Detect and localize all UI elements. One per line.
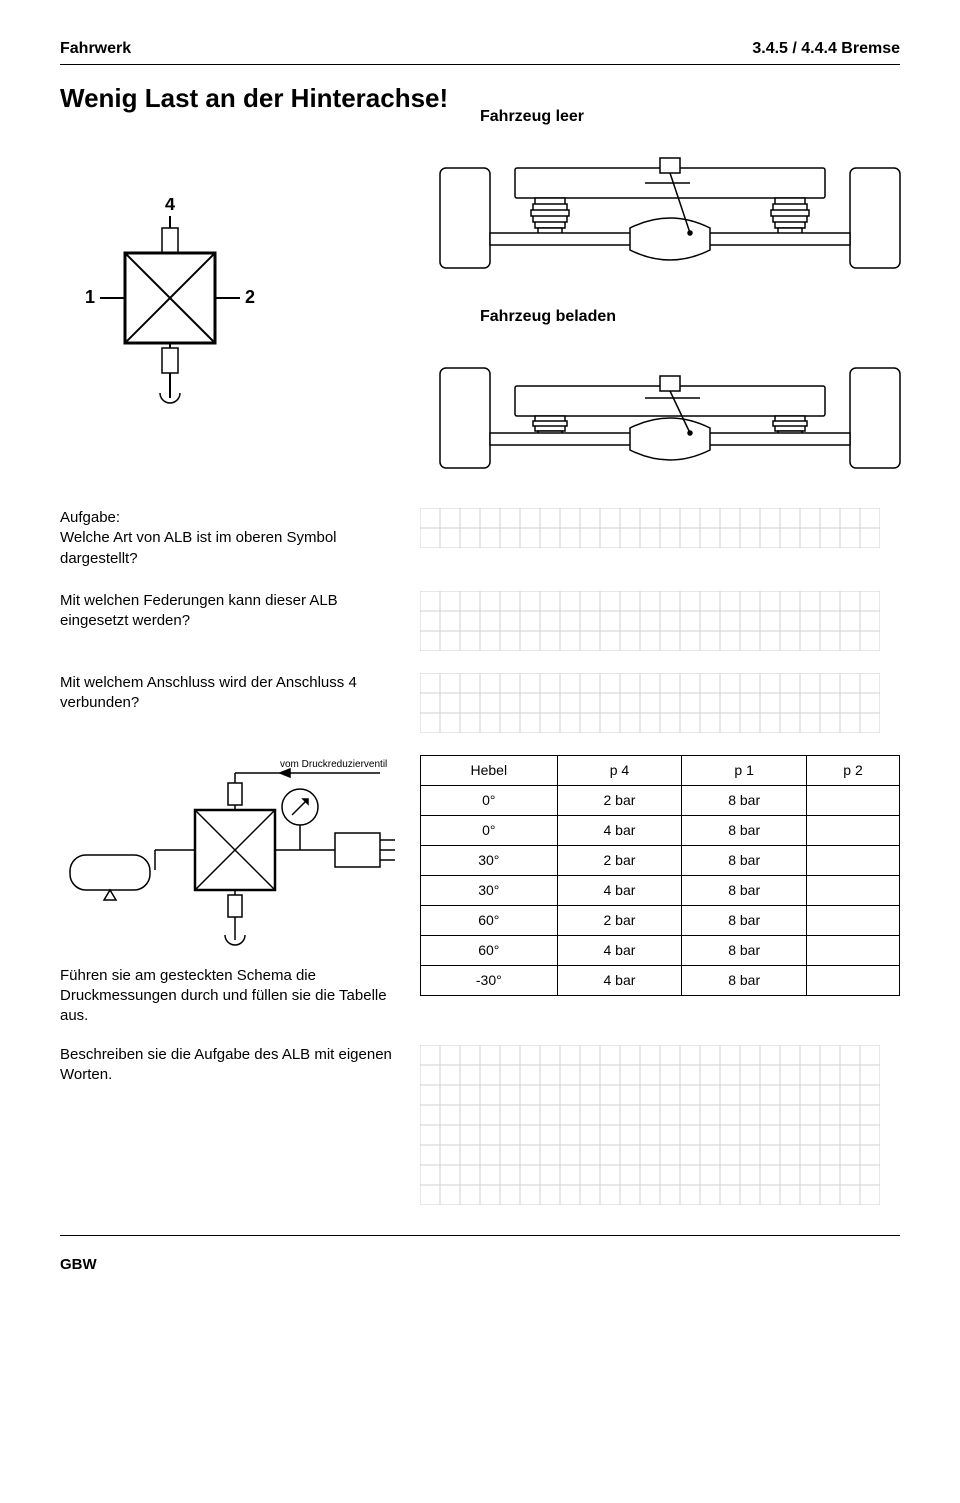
table-cell: 30° <box>421 875 558 905</box>
table-cell: 8 bar <box>682 905 807 935</box>
table-cell: -30° <box>421 965 558 995</box>
table-row: 30°4 bar8 bar <box>421 875 900 905</box>
question-2: Mit welchen Federungen kann dieser ALB e… <box>60 591 420 632</box>
question-1: Welche Art von ALB ist im oberen Symbol … <box>60 528 400 569</box>
header-left: Fahrwerk <box>60 40 131 58</box>
table-cell <box>807 785 900 815</box>
table-cell: 4 bar <box>557 875 682 905</box>
table-cell: 8 bar <box>682 965 807 995</box>
table-cell: 8 bar <box>682 785 807 815</box>
table-header: p 1 <box>682 755 807 785</box>
valve-label-left: 1 <box>85 287 95 307</box>
table-cell <box>807 935 900 965</box>
measurement-table: Hebelp 4p 1p 2 0°2 bar8 bar0°4 bar8 bar3… <box>420 755 900 996</box>
valve-symbol: 4 1 2 <box>70 198 270 418</box>
table-row: 30°2 bar8 bar <box>421 845 900 875</box>
table-cell: 60° <box>421 935 558 965</box>
answer-grid-2 <box>420 591 900 651</box>
header-right: 3.4.5 / 4.4.4 Bremse <box>752 40 900 58</box>
table-cell: 8 bar <box>682 815 807 845</box>
footer-text: GBW <box>60 1256 900 1273</box>
table-cell <box>807 905 900 935</box>
axle-empty-diagram <box>430 138 910 298</box>
table-row: 60°4 bar8 bar <box>421 935 900 965</box>
table-header: p 2 <box>807 755 900 785</box>
answer-grid-3 <box>420 673 900 733</box>
schema-diagram: vom Druckreduzierventil <box>60 755 400 955</box>
table-header: Hebel <box>421 755 558 785</box>
table-cell: 8 bar <box>682 935 807 965</box>
table-header: p 4 <box>557 755 682 785</box>
question-4: Führen sie am gesteckten Schema die Druc… <box>60 966 400 1027</box>
top-diagram-section: Fahrzeug leer Fahrzeug beladen 4 1 2 <box>60 138 900 498</box>
table-row: 0°4 bar8 bar <box>421 815 900 845</box>
table-cell: 0° <box>421 815 558 845</box>
header-rule <box>60 64 900 65</box>
table-cell: 0° <box>421 785 558 815</box>
answer-grid-1 <box>420 508 900 548</box>
table-cell <box>807 845 900 875</box>
label-fahrzeug-leer: Fahrzeug leer <box>480 108 584 126</box>
table-cell <box>807 965 900 995</box>
table-cell: 2 bar <box>557 905 682 935</box>
table-cell: 8 bar <box>682 845 807 875</box>
table-row: 60°2 bar8 bar <box>421 905 900 935</box>
label-fahrzeug-beladen: Fahrzeug beladen <box>480 308 616 326</box>
question-5: Beschreiben sie die Aufgabe des ALB mit … <box>60 1045 420 1086</box>
aufgabe-label: Aufgabe: <box>60 508 400 528</box>
valve-label-right: 2 <box>245 287 255 307</box>
table-cell: 2 bar <box>557 785 682 815</box>
table-cell: 8 bar <box>682 875 807 905</box>
table-cell: 60° <box>421 905 558 935</box>
table-cell: 30° <box>421 845 558 875</box>
table-row: 0°2 bar8 bar <box>421 785 900 815</box>
valve-label-top: 4 <box>165 198 175 214</box>
table-cell: 4 bar <box>557 965 682 995</box>
table-cell: 4 bar <box>557 815 682 845</box>
question-3: Mit welchem Anschluss wird der Anschluss… <box>60 673 420 714</box>
table-cell: 4 bar <box>557 935 682 965</box>
axle-loaded-diagram <box>430 338 910 498</box>
table-cell <box>807 815 900 845</box>
footer-rule <box>60 1235 900 1236</box>
table-cell: 2 bar <box>557 845 682 875</box>
label-druckreduzierventil: vom Druckreduzierventil <box>280 759 387 770</box>
table-cell <box>807 875 900 905</box>
table-row: -30°4 bar8 bar <box>421 965 900 995</box>
answer-grid-5 <box>420 1045 900 1205</box>
